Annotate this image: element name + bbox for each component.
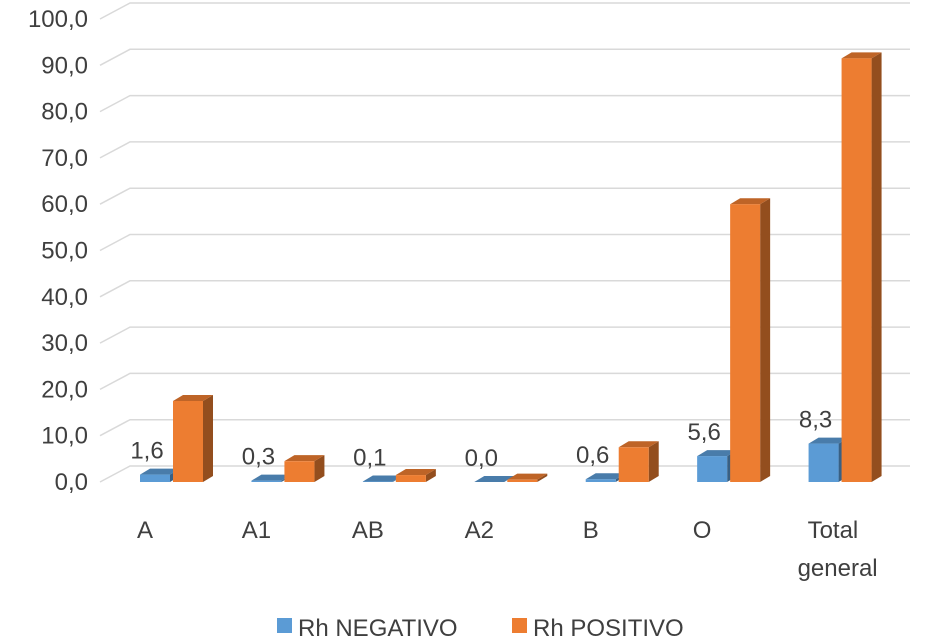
data-label: 8,3 [799, 407, 832, 434]
category-label: AB [352, 517, 384, 544]
bar-rh-positivo-b [618, 441, 659, 482]
grid-lines [99, 2, 910, 483]
legend-label-rh-negativo: Rh NEGATIVO [298, 615, 458, 639]
y-tick-label: 30,0 [41, 330, 88, 357]
data-label: 0,3 [242, 444, 275, 471]
bar-rh-negativo-a2 [474, 476, 515, 482]
bar-rh-positivo-a [173, 394, 213, 482]
category-label: O [693, 517, 712, 544]
gridline [99, 280, 910, 298]
data-label: 1,6 [130, 438, 163, 465]
bar-rh-positivo-ab [395, 469, 436, 482]
data-label: 0,0 [465, 445, 498, 472]
bars [140, 52, 882, 482]
legend-swatch-rh-positivo [512, 618, 527, 633]
y-tick-label: 60,0 [41, 191, 88, 218]
legend-swatch-rh-negativo [277, 618, 292, 633]
y-tick-label: 0,0 [55, 469, 88, 496]
y-tick-label: 100,0 [28, 6, 88, 33]
data-label: 0,6 [576, 442, 609, 469]
category-label: B [583, 517, 599, 544]
y-tick-label: 40,0 [41, 284, 88, 311]
y-tick-label: 80,0 [41, 99, 88, 126]
y-tick-label: 50,0 [41, 238, 88, 265]
y-axis-tick-labels: 0,0 10,0 20,0 30,0 40,0 50,0 60,0 70,0 80,0 90,0 1… [28, 6, 88, 496]
bar-rh-positivo-total-general [841, 52, 882, 482]
legend: Rh NEGATIVO Rh POSITIVO [277, 615, 684, 639]
gridline [99, 2, 910, 20]
category-label: Total general [798, 517, 878, 582]
category-label: A2 [465, 517, 494, 544]
data-labels: 1,6 0,3 0,1 0,0 0,6 5,6 8,3 [130, 407, 832, 472]
data-label: 5,6 [687, 419, 720, 446]
legend-label-rh-positivo: Rh POSITIVO [533, 615, 684, 639]
gridline [99, 141, 910, 159]
gridline [99, 48, 910, 66]
category-labels: A A1 AB A2 B O Total general [137, 517, 878, 582]
gridline [99, 418, 910, 437]
y-tick-label: 20,0 [41, 376, 88, 403]
data-label: 0,1 [353, 445, 386, 472]
bar-rh-positivo-o [730, 198, 771, 482]
y-tick-label: 70,0 [41, 145, 88, 172]
y-tick-label: 90,0 [41, 52, 88, 79]
y-tick-label: 10,0 [41, 423, 88, 450]
gridline [99, 233, 910, 252]
gridline [99, 94, 910, 113]
bar-rh-positivo-a2 [507, 473, 548, 482]
category-label: A1 [242, 517, 271, 544]
gridline [99, 326, 910, 344]
gridline [99, 372, 910, 391]
bar-rh-positivo-a1 [284, 455, 325, 482]
gridline [99, 187, 910, 205]
category-label: A [137, 517, 153, 544]
